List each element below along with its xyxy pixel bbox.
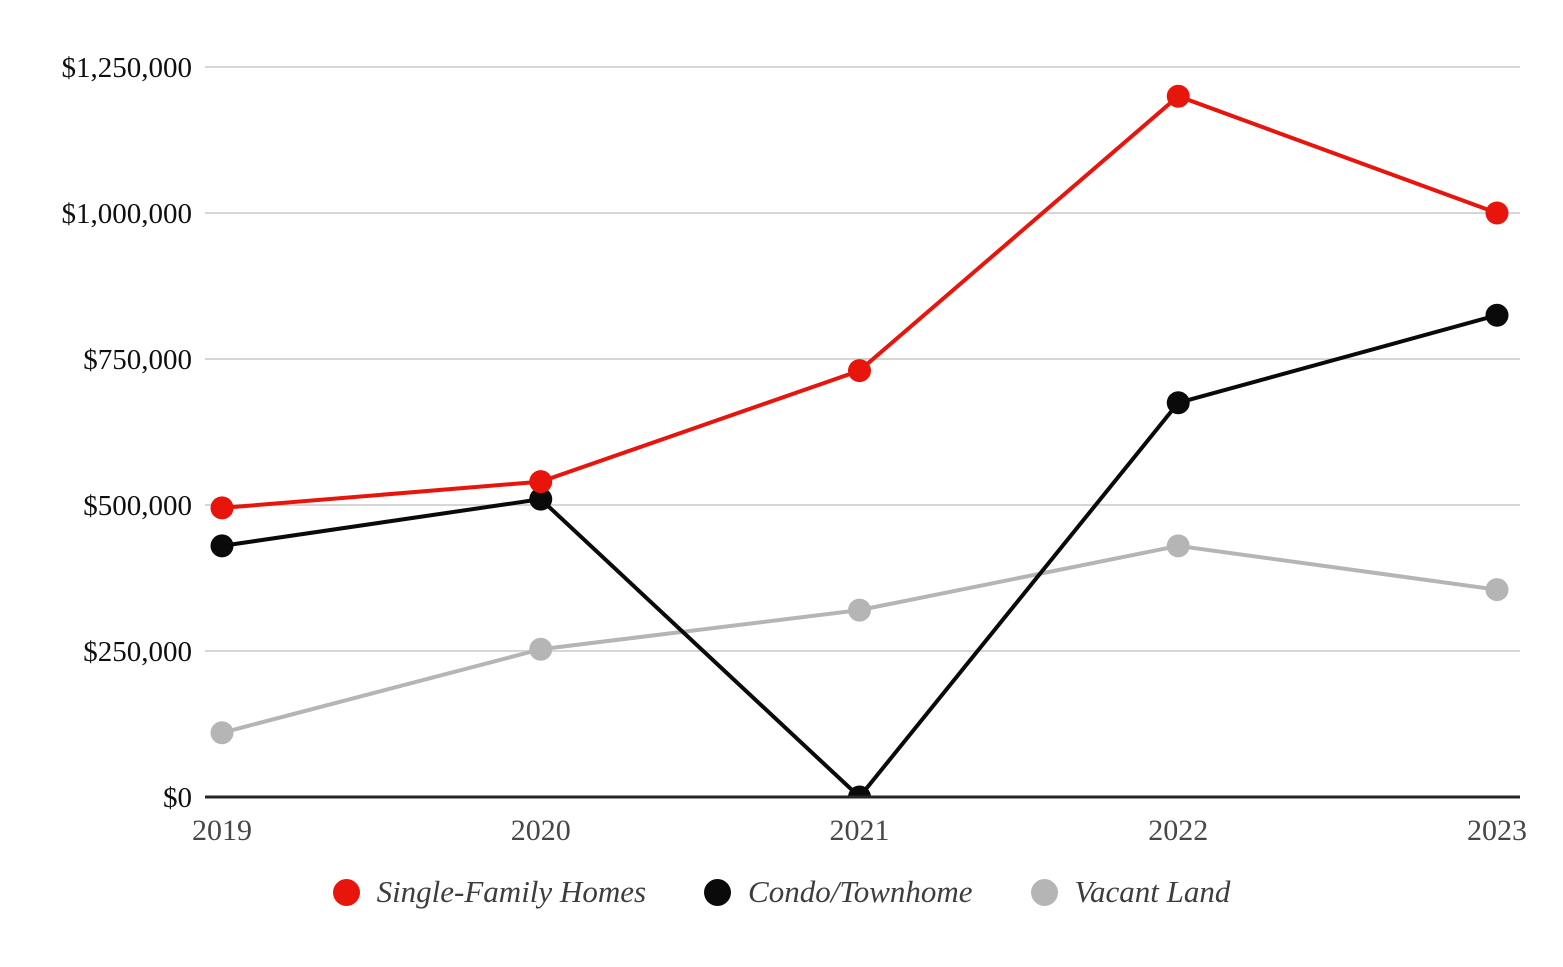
data-point-condo-townhome-2019 — [210, 534, 234, 558]
legend-item-condo-townhome: Condo/Townhome — [704, 874, 973, 910]
legend-item-vacant-land: Vacant Land — [1030, 874, 1231, 910]
data-point-single-family-homes-2021 — [848, 359, 871, 383]
y-tick-label: $1,000,000 — [62, 198, 193, 230]
x-tick-label: 2019 — [192, 814, 252, 847]
legend-label-condo-townhome: Condo/Townhome — [748, 874, 973, 909]
series-line-single-family-homes — [221, 93, 1498, 510]
plot-area — [210, 84, 1509, 797]
data-point-vacant-land-2022 — [1166, 534, 1190, 558]
legend-label-vacant-land: Vacant Land — [1074, 874, 1231, 909]
legend-dot-single-family-homes-icon — [332, 878, 360, 906]
y-tick-label: $500,000 — [83, 490, 192, 522]
legend-dot-vacant-land-icon — [1030, 878, 1058, 906]
legend-item-single-family-homes: Single-Family Homes — [332, 874, 647, 910]
chart-legend: Single-Family Homes Condo/Townhome Vacan… — [0, 874, 1563, 910]
legend-dot-condo-townhome-icon — [704, 878, 732, 906]
data-point-condo-townhome-2021 — [848, 785, 871, 797]
series-line-condo-townhome — [221, 313, 1498, 797]
legend-label-single-family-homes: Single-Family Homes — [376, 874, 647, 909]
y-tick-label: $1,250,000 — [62, 52, 193, 84]
data-point-single-family-homes-2022 — [1166, 84, 1190, 108]
data-point-vacant-land-2023 — [1485, 578, 1509, 602]
data-point-single-family-homes-2019 — [210, 496, 234, 520]
data-point-vacant-land-2020 — [529, 637, 553, 661]
data-point-condo-townhome-2020 — [529, 487, 553, 511]
y-tick-label: $750,000 — [83, 344, 192, 376]
x-tick-label: 2023 — [1467, 814, 1527, 847]
data-point-condo-townhome-2023 — [1485, 303, 1509, 327]
x-tick-label: 2020 — [511, 814, 571, 847]
x-tick-label: 2021 — [830, 814, 890, 847]
x-tick-label: 2022 — [1148, 814, 1208, 847]
series-line-vacant-land — [221, 543, 1498, 735]
data-point-single-family-homes-2023 — [1485, 201, 1509, 225]
data-point-vacant-land-2021 — [848, 598, 871, 622]
y-tick-label: $250,000 — [83, 636, 192, 668]
data-point-vacant-land-2019 — [210, 721, 234, 745]
data-point-condo-townhome-2022 — [1166, 391, 1190, 415]
y-tick-label: $0 — [163, 782, 192, 814]
data-point-single-family-homes-2020 — [529, 470, 553, 494]
